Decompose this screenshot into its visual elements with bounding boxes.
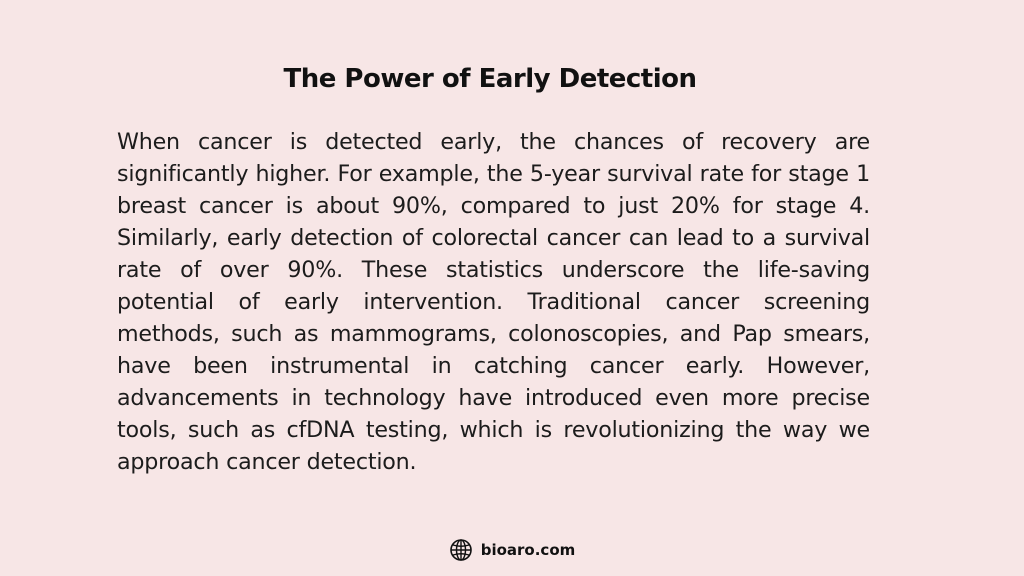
- body-paragraph: When cancer is detected early, the chanc…: [117, 129, 870, 475]
- website-link[interactable]: bioaro.com: [480, 541, 576, 559]
- globe-icon: [449, 538, 473, 562]
- footer: bioaro.com: [0, 536, 1024, 564]
- page-title: The Power of Early Detection: [283, 64, 697, 94]
